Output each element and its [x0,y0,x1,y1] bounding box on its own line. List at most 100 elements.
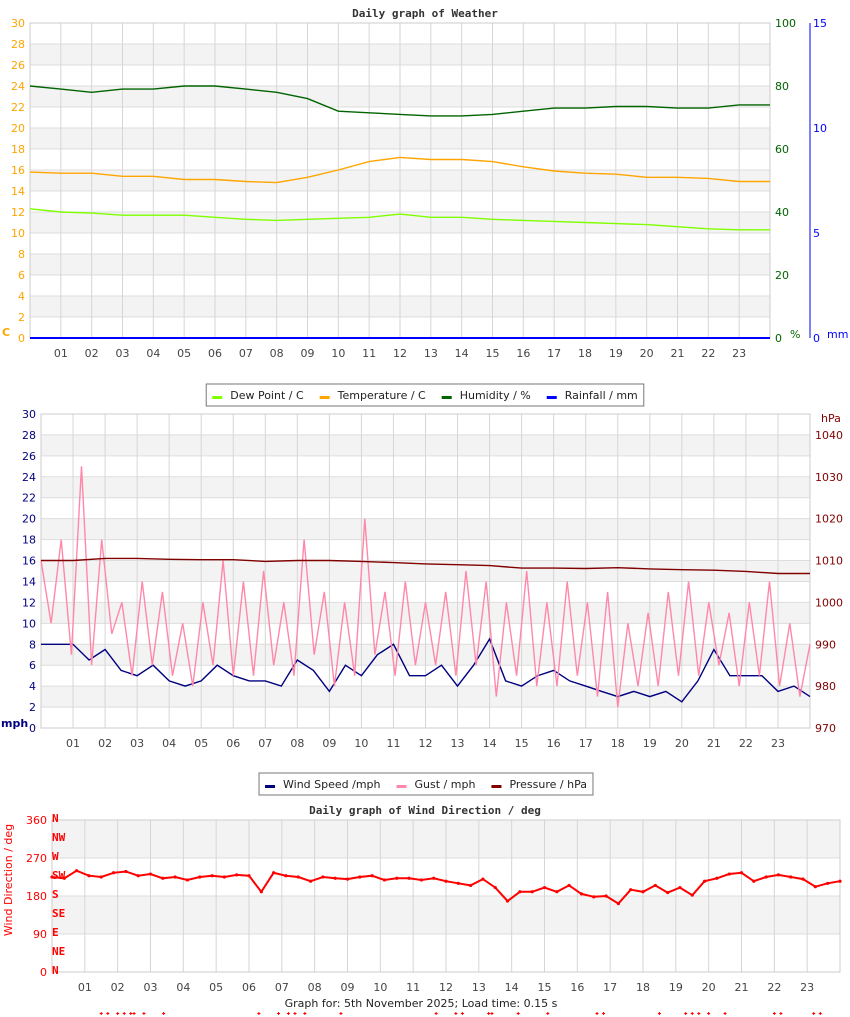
legend-swatch [546,396,557,399]
humidity-line [29,85,770,117]
y-tick-label: 10 [22,617,36,630]
y-tick-label: 90 [33,928,47,941]
x-tick-label: 22 [739,737,753,750]
off-scale-marker [132,1012,136,1015]
legend-item-humidity: Humidity / % [460,389,531,402]
legend-swatch [265,785,276,788]
compass-label: SW [52,869,66,882]
y-tick-label: 16 [11,164,25,177]
y-tick-label: 2 [18,311,25,324]
right-axis-tick-label: 1040 [815,429,843,442]
off-scale-marker [460,1012,464,1015]
compass-label: N [52,964,59,977]
off-scale-marker [818,1012,822,1015]
wind-direction-ylabel: Wind Direction / deg [2,824,15,936]
wind-legend: Wind Speed /mph Gust / mph Pressure / hPa [258,772,594,796]
off-scale-marker [779,1012,783,1015]
x-tick-label: 03 [130,737,144,750]
x-tick-label: 07 [275,981,289,994]
y-tick-label: 14 [22,575,36,588]
x-tick-label: 22 [767,981,781,994]
y-tick-label: 18 [22,534,36,547]
x-tick-label: 01 [78,981,92,994]
wind-direction-chart-title: Daily graph of Wind Direction / deg [309,804,541,817]
y-tick-label: 24 [11,80,25,93]
off-scale-marker [812,1012,816,1015]
off-scale-marker [487,1012,491,1015]
legend-item-wind-speed-mph: Wind Speed /mph [283,778,381,791]
x-tick-label: 01 [66,737,80,750]
off-scale-marker [697,1012,701,1015]
off-scale-marker [690,1012,694,1015]
y-tick-label: 270 [26,852,47,865]
x-tick-label: 05 [177,347,191,360]
x-tick-label: 02 [85,347,99,360]
off-scale-marker [99,1012,103,1015]
x-tick-label: 12 [419,737,433,750]
x-tick-label: 11 [362,347,376,360]
x-tick-label: 21 [735,981,749,994]
off-scale-marker [546,1012,550,1015]
y-tick-label: 24 [22,471,36,484]
x-tick-label: 05 [209,981,223,994]
right-axis-tick-label: 1000 [815,596,843,609]
x-tick-label: 02 [98,737,112,750]
off-scale-marker [516,1012,520,1015]
x-tick-label: 21 [671,347,685,360]
x-tick-label: 15 [538,981,552,994]
x-tick-label: 19 [669,981,683,994]
x-tick-label: 17 [603,981,617,994]
x-tick-label: 06 [226,737,240,750]
y-tick-label: 14 [11,185,25,198]
x-tick-label: 22 [701,347,715,360]
y-tick-label: 12 [22,596,36,609]
right-axis-tick-label: 80 [775,80,789,93]
rain-axis-tick-label: 10 [813,122,827,135]
x-tick-label: 09 [322,737,336,750]
off-scale-marker [657,1012,661,1015]
off-scale-marker [277,1012,281,1015]
x-tick-label: 23 [800,981,814,994]
x-tick-label: 01 [54,347,68,360]
x-tick-label: 14 [483,737,497,750]
y-tick-label: 30 [11,17,25,30]
x-tick-label: 07 [239,347,253,360]
off-scale-marker [772,1012,776,1015]
y-tick-label: 0 [18,332,25,345]
x-tick-label: 17 [579,737,593,750]
x-tick-label: 11 [386,737,400,750]
x-tick-label: 13 [424,347,438,360]
legend-item-dew-point-c: Dew Point / C [230,389,304,402]
x-tick-label: 20 [702,981,716,994]
y-tick-label: 360 [26,814,47,827]
y-tick-label: 0 [29,722,36,735]
y-tick-label: 0 [40,966,47,979]
y-tick-label: 6 [29,659,36,672]
y-tick-label: 16 [22,555,36,568]
y-tick-label: 26 [22,450,36,463]
off-scale-marker [434,1012,438,1015]
x-tick-label: 08 [270,347,284,360]
y-tick-label: 18 [11,143,25,156]
x-tick-label: 05 [194,737,208,750]
y-tick-label: 28 [11,38,25,51]
x-tick-label: 20 [640,347,654,360]
humidity-unit-label: % [790,328,800,341]
off-scale-marker [490,1012,494,1015]
x-tick-label: 04 [176,981,190,994]
rain-axis-tick-label: 15 [813,17,827,30]
legend-item-gust-mph: Gust / mph [415,778,476,791]
y-tick-label: 22 [11,101,25,114]
compass-label: SE [52,907,65,920]
off-scale-marker [257,1012,261,1015]
compass-label: S [52,888,59,901]
x-tick-label: 16 [516,347,530,360]
legend-box [205,383,645,407]
wind-speed-mph-line [41,637,811,703]
off-scale-marker [303,1012,307,1015]
off-scale-marker [116,1012,120,1015]
off-scale-marker [339,1012,343,1015]
right-axis-tick-label: 20 [775,269,789,282]
off-scale-marker [684,1012,688,1015]
